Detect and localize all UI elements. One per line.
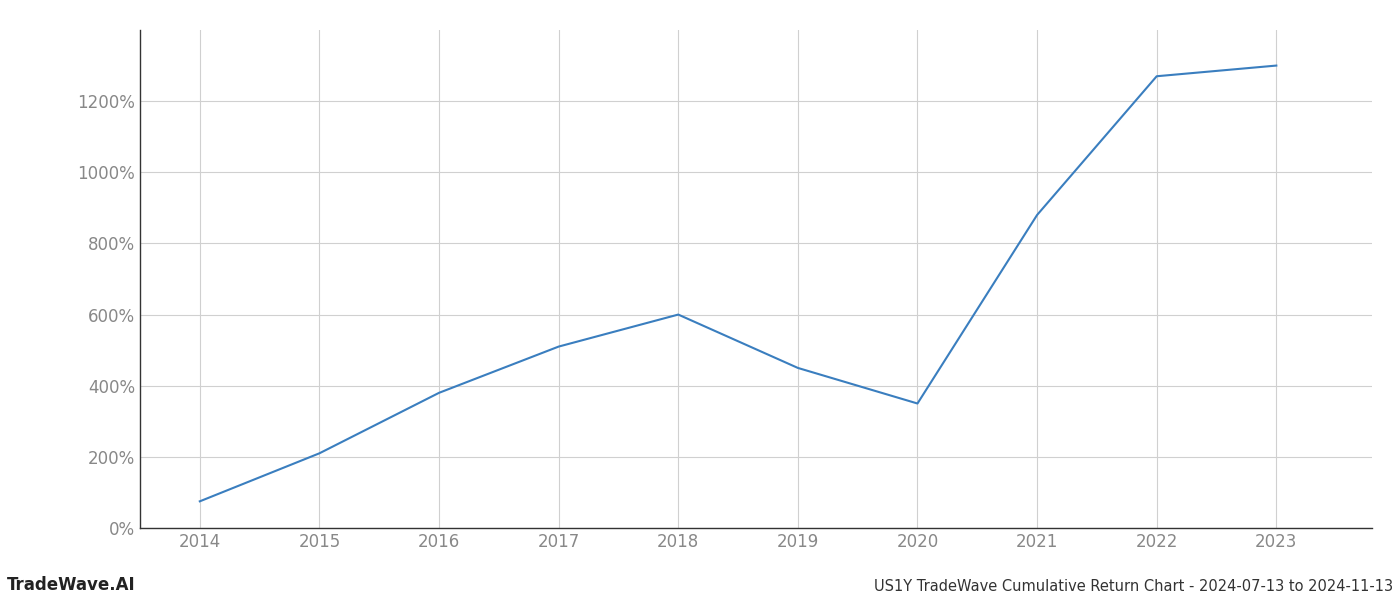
- Text: US1Y TradeWave Cumulative Return Chart - 2024-07-13 to 2024-11-13: US1Y TradeWave Cumulative Return Chart -…: [874, 579, 1393, 594]
- Text: TradeWave.AI: TradeWave.AI: [7, 576, 136, 594]
